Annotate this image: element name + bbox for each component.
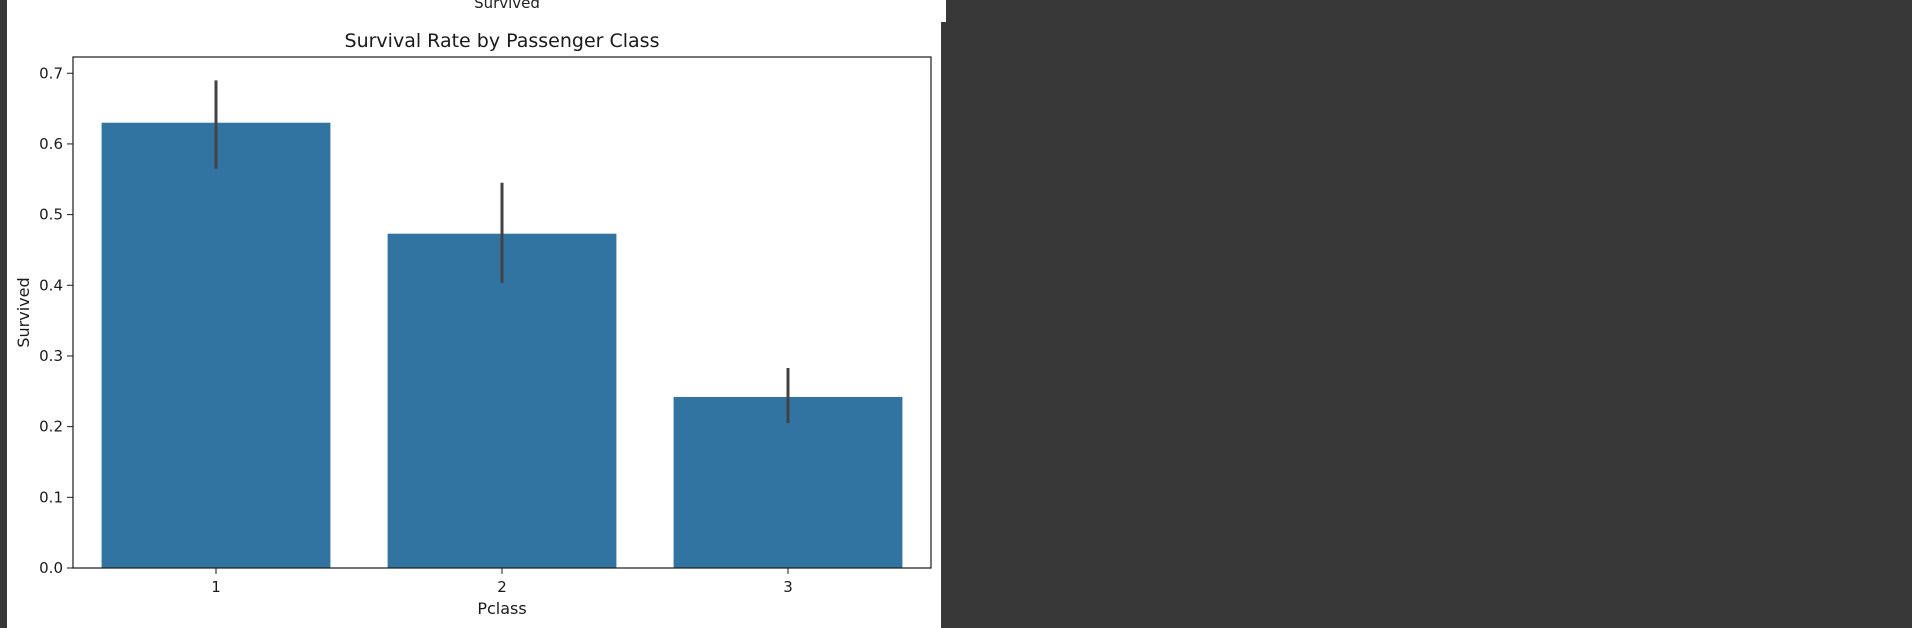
- plot-frame: [72, 56, 932, 569]
- y-tick-label: 0.4: [39, 276, 63, 294]
- empty-output-panel: [941, 22, 1912, 628]
- y-tick-label: 0.2: [39, 418, 63, 436]
- left-gutter: [0, 0, 7, 628]
- bar-chart: Survival Rate by Passenger Class 0.00.10…: [14, 30, 932, 618]
- y-tick-label: 0.3: [39, 347, 63, 365]
- bar-pclass-3: [673, 396, 903, 568]
- chart-title: Survival Rate by Passenger Class: [345, 30, 660, 52]
- bar-pclass-2: [387, 233, 617, 568]
- errorbars-group: [214, 80, 790, 424]
- x-tick-label: 1: [211, 578, 221, 596]
- y-tick-label: 0.5: [39, 206, 63, 224]
- bars-group: [101, 122, 903, 569]
- bar-pclass-1: [101, 122, 331, 569]
- y-tick-label: 0.1: [39, 488, 63, 506]
- y-tick-label: 0.0: [39, 559, 63, 577]
- chart-output-cell: Survived Survival Rate by Passenger Clas…: [7, 0, 946, 628]
- x-tick-label: 2: [497, 578, 507, 596]
- y-axis-label: Survived: [14, 277, 33, 347]
- y-axis: 0.0 0.1 0.2 0.3 0.4 0.5 0.6 0.7: [39, 64, 73, 577]
- previous-chart-xlabel: Survived: [474, 0, 540, 12]
- y-tick-label: 0.6: [39, 135, 63, 153]
- x-tick-label: 3: [783, 578, 793, 596]
- y-tick-label: 0.7: [39, 64, 63, 82]
- x-axis-label: Pclass: [477, 599, 526, 618]
- x-axis: 1 2 3: [211, 568, 793, 596]
